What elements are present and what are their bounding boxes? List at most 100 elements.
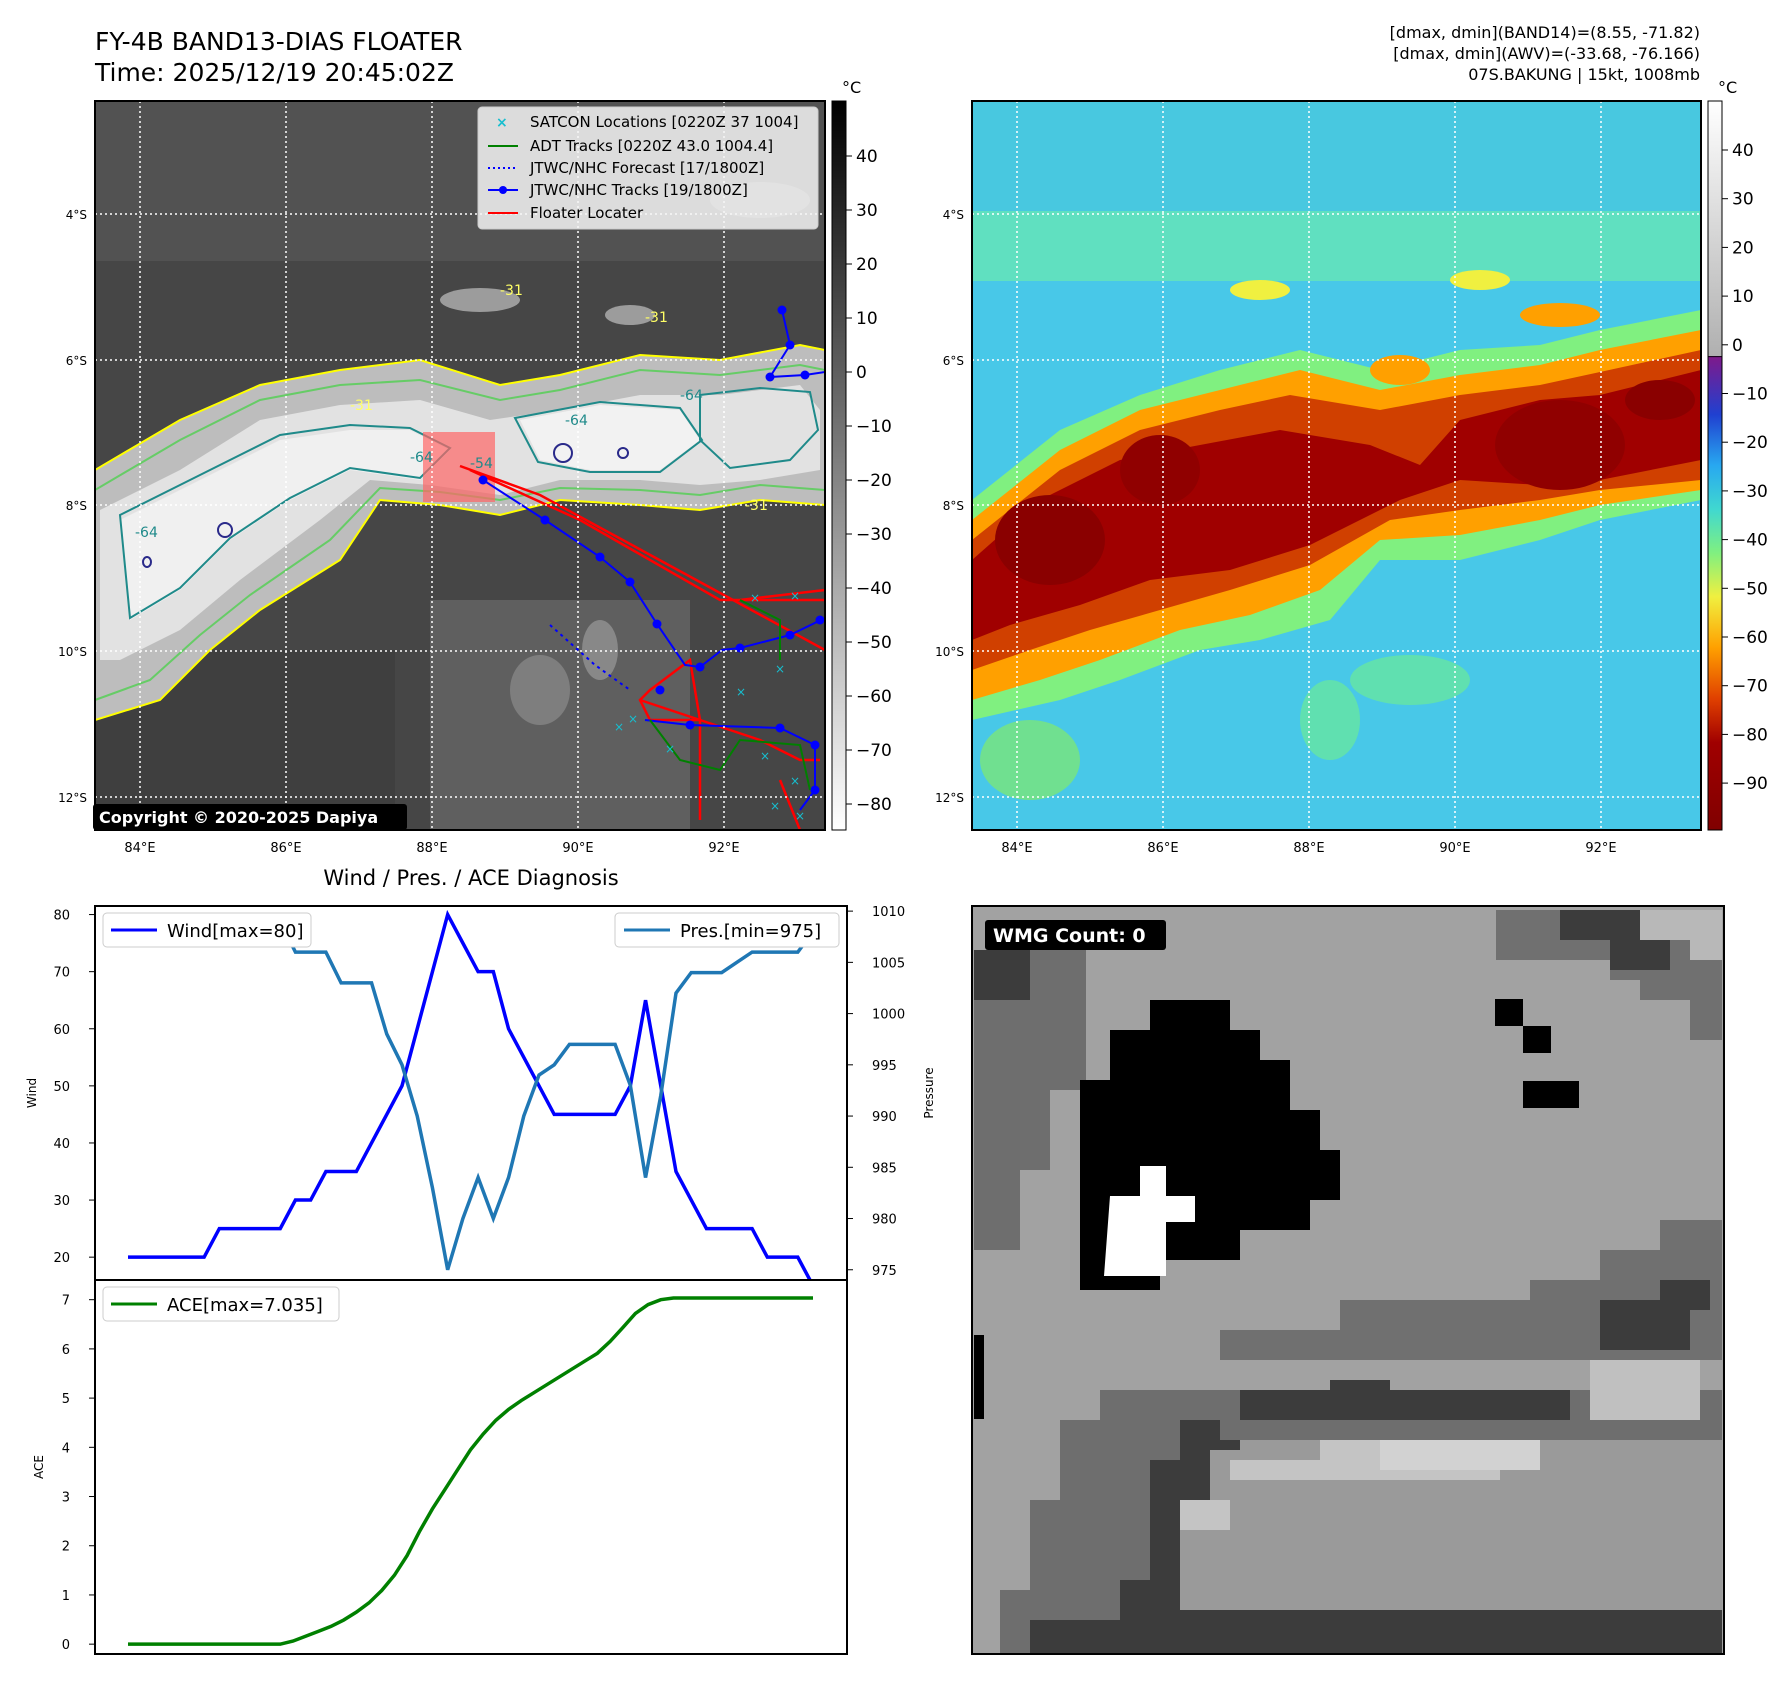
legend-tracks: JTWC/NHC Tracks [19/1800Z]: [529, 181, 748, 199]
figure-title: FY-4B BAND13-DIAS FLOATER: [95, 27, 463, 56]
pressure-tick-label: 975: [872, 1264, 897, 1279]
color-ir-colorbar-tick-label: −50: [1732, 579, 1768, 599]
svg-text:×: ×: [760, 749, 770, 763]
ace-tick-label: 5: [62, 1392, 70, 1407]
diagnosis-title: Wind / Pres. / ACE Diagnosis: [323, 866, 618, 890]
ir-colorbar-unit: °C: [842, 78, 861, 97]
pressure-tick-label: 980: [872, 1213, 897, 1228]
pressure-legend-label: Pres.[min=975]: [680, 921, 821, 942]
wind-tick-label: 40: [53, 1137, 70, 1152]
color-ir-colorbar-tick-label: 40: [1732, 141, 1754, 161]
lat-label: 12°S: [935, 791, 964, 805]
contour-label: -64: [135, 525, 158, 541]
color-ir-colorbar-tick-label: −70: [1732, 677, 1768, 697]
legend-satcon: SATCON Locations [0220Z 37 1004]: [530, 113, 798, 131]
contour-label: -31: [350, 398, 373, 414]
lat-label: 4°S: [943, 208, 964, 222]
ir-colorbar-tick-label: 40: [856, 147, 878, 167]
copyright-text: Copyright © 2020-2025 Dapiya: [99, 808, 378, 827]
info-awv: [dmax, dmin](AWV)=(-33.68, -76.166): [1393, 44, 1700, 63]
wind-tick-label: 20: [53, 1251, 70, 1266]
ace-tick-label: 4: [62, 1441, 70, 1456]
ir-colorbar-tick-label: −60: [856, 687, 892, 707]
lon-label: 86°E: [270, 841, 301, 856]
pressure-tick-label: 1000: [872, 1008, 905, 1023]
wind-legend: [102, 912, 312, 948]
ace-tick-label: 7: [62, 1294, 70, 1309]
lat-label: 8°S: [943, 499, 964, 513]
pressure-legend: [614, 912, 840, 948]
ir-colorbar-tick-label: 10: [856, 309, 878, 329]
wind-tick-label: 80: [53, 909, 70, 924]
svg-text:×: ×: [614, 720, 624, 734]
ir-colorbar-tick-label: −10: [856, 417, 892, 437]
lat-label: 8°S: [66, 499, 87, 513]
wmg-panel: WMG Count: 0: [971, 905, 1725, 1655]
wind-series-line: [128, 909, 815, 1287]
lon-label: 90°E: [562, 841, 593, 856]
lat-label: 4°S: [66, 208, 87, 222]
ace-legend-label: ACE[max=7.035]: [167, 1295, 323, 1316]
info-storm: 07S.BAKUNG | 15kt, 1008mb: [1468, 65, 1700, 84]
wind-tick-label: 50: [53, 1080, 70, 1095]
ir-colorbar-ticks: 40 30 20 10 0 −10 −20 −30 −40 −50 −60 −70 −80: [846, 147, 892, 815]
ace-tick-label: 2: [62, 1540, 70, 1555]
pressure-tick-label: 1005: [872, 956, 905, 971]
color-ir-colorbar-tick-label: −60: [1732, 628, 1768, 648]
ace-legend: [102, 1286, 340, 1322]
wmg-count-badge: [985, 920, 1166, 950]
ace-tick-label: 0: [62, 1638, 70, 1653]
ir-colorbar-tick-label: −40: [856, 579, 892, 599]
ir-colorbar-tick-label: −50: [856, 633, 892, 653]
wind-tick-label: 60: [53, 1023, 70, 1038]
contour-label: -31: [745, 498, 768, 514]
copyright-box: [93, 804, 407, 830]
svg-text:×: ×: [628, 712, 638, 726]
lon-label: 90°E: [1439, 841, 1470, 856]
lat-label: 6°S: [943, 354, 964, 368]
lon-label: 88°E: [1293, 841, 1324, 856]
wind-pressure-chart: Wind / Pres. / ACE Diagnosis 20 30 40 50 60 7…: [25, 866, 936, 1287]
ace-tick-label: 3: [62, 1491, 70, 1506]
wind-axis-label: Wind: [25, 1078, 39, 1108]
color-ir-colorbar: [1707, 100, 1723, 831]
lat-label: 10°S: [935, 645, 964, 659]
color-ir-colorbar-tick-label: 10: [1732, 287, 1754, 307]
legend-forecast: JTWC/NHC Forecast [17/1800Z]: [529, 159, 764, 177]
svg-text:×: ×: [790, 589, 800, 603]
pressure-axis-label: Pressure: [922, 1067, 936, 1118]
ace-chart: 0 1 2 3 4 5 6 7 ACE ACE[max=7.035]: [32, 1279, 848, 1655]
color-ir-colorbar-tick-label: −90: [1732, 774, 1768, 794]
color-ir-colorbar-tick-label: −40: [1732, 531, 1768, 551]
contour-label: -31: [500, 283, 523, 299]
contour-label: -64: [680, 388, 703, 404]
color-ir-colorbar-tick-label: −20: [1732, 433, 1768, 453]
lon-label: 84°E: [124, 841, 155, 856]
wmg-count-text: WMG Count: 0: [993, 925, 1146, 947]
svg-text:×: ×: [775, 662, 785, 676]
svg-text:×: ×: [736, 685, 746, 699]
svg-text:×: ×: [750, 591, 760, 605]
lat-label: 6°S: [66, 354, 87, 368]
contour-label: -54: [470, 456, 493, 472]
contour-label: -31: [645, 310, 668, 326]
color-ir-colorbar-unit: °C: [1718, 78, 1737, 97]
color-ir-colorbar-tick-label: 0: [1732, 336, 1743, 356]
legend-floater: Floater Locater: [530, 204, 644, 222]
ir-colorbar-tick-label: 20: [856, 255, 878, 275]
ir-colorbar-tick-label: −70: [856, 741, 892, 761]
ir-colorbar-tick-label: 30: [856, 201, 878, 221]
contour-label: -64: [410, 450, 433, 466]
satcon-legend-marker: ×: [496, 115, 508, 131]
pressure-tick-label: 990: [872, 1110, 897, 1125]
ir-colorbar-tick-label: −80: [856, 795, 892, 815]
lon-label: 86°E: [1147, 841, 1178, 856]
pressure-tick-label: 995: [872, 1059, 897, 1074]
figure-time: Time: 2025/12/19 20:45:02Z: [94, 58, 454, 87]
lat-label: 12°S: [58, 791, 87, 805]
wmg-pixel-grid: [972, 906, 1724, 1654]
svg-text:×: ×: [770, 799, 780, 813]
lon-label: 92°E: [708, 841, 739, 856]
wind-legend-label: Wind[max=80]: [167, 921, 304, 942]
